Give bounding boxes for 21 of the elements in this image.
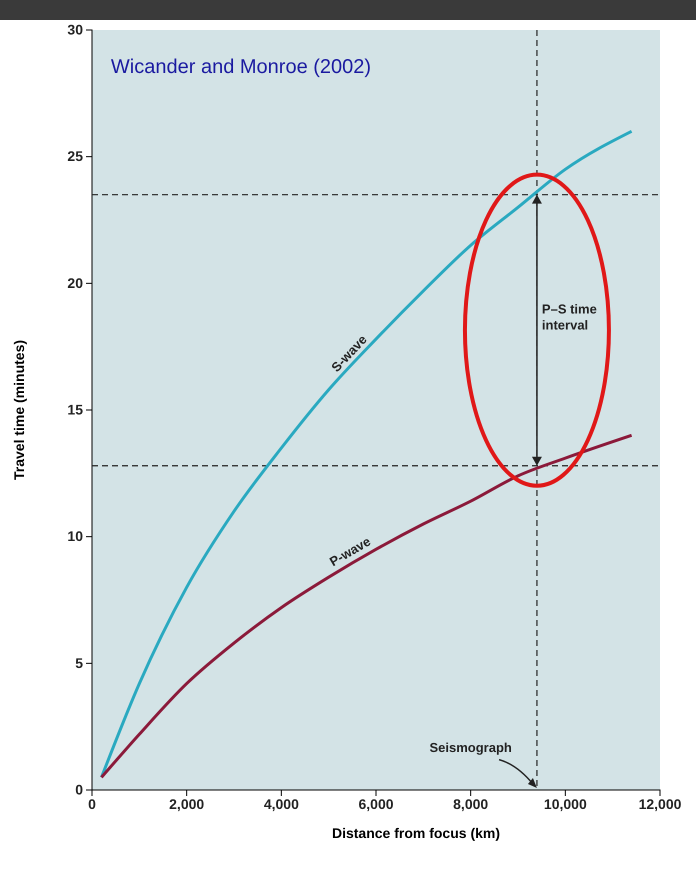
annotation: Seismograph [429, 740, 512, 755]
y-tick-label: 0 [75, 781, 84, 798]
x-tick-label: 6,000 [358, 796, 394, 812]
x-axis-title: Distance from focus (km) [332, 825, 500, 841]
x-tick-label: 4,000 [264, 796, 300, 812]
annotation: Wicander and Monroe (2002) [110, 56, 372, 78]
x-tick-label: 10,000 [544, 796, 587, 812]
x-tick-label: 12,000 [638, 796, 682, 812]
x-tick-label: 2,000 [169, 796, 204, 812]
x-tick-label: 8,000 [453, 796, 488, 812]
y-tick-label: 10 [67, 528, 84, 544]
line-series [100, 434, 634, 779]
y-tick-label: 30 [67, 21, 84, 38]
y-tick-label: 5 [75, 654, 84, 671]
y-tick-label: 20 [67, 274, 84, 291]
annotation: P–S time interval [542, 302, 597, 333]
line-series [100, 130, 634, 779]
y-axis-title: Travel time (minutes) [11, 340, 27, 480]
y-tick-label: 15 [67, 401, 84, 418]
x-tick-label: 0 [88, 796, 96, 812]
y-tick-label: 25 [67, 148, 84, 164]
